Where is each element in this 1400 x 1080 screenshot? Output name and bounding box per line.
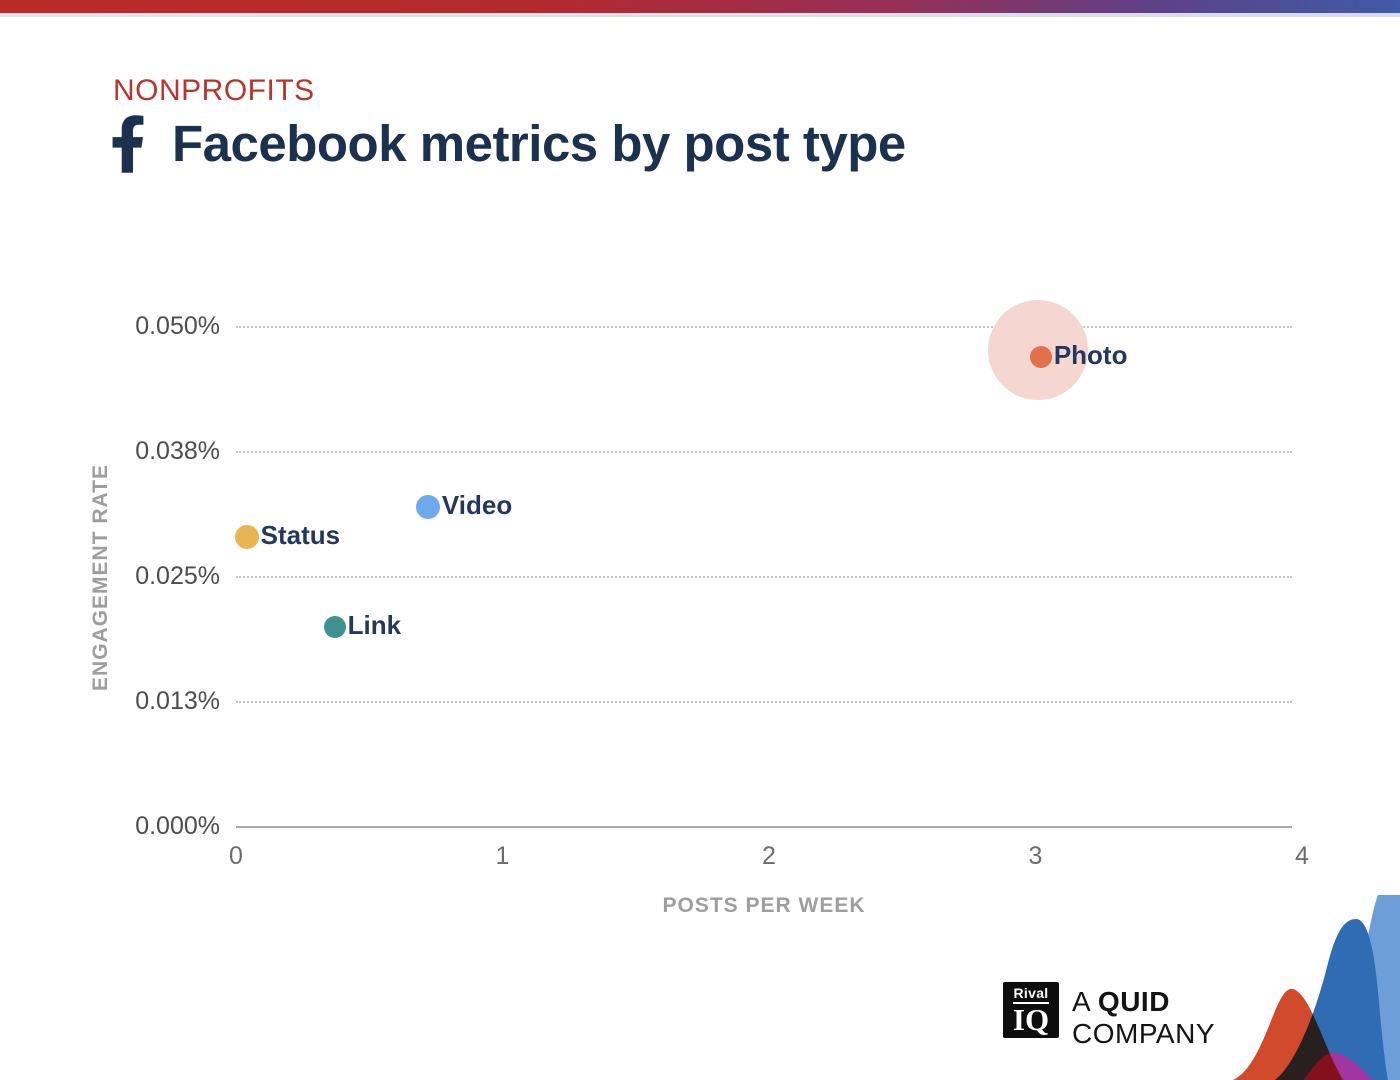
point-label-link: Link <box>347 610 402 640</box>
tagline-line2: COMPANY <box>1072 1018 1215 1049</box>
facebook-f-icon <box>112 114 144 173</box>
y-tick-label: 0.025% <box>135 562 220 590</box>
x-tick-label: 1 <box>495 842 510 870</box>
x-tick-label: 2 <box>762 842 776 870</box>
data-point-photo <box>1029 346 1052 368</box>
x-tick-label: 3 <box>1028 842 1043 870</box>
data-point-video <box>415 495 440 519</box>
point-label-video: Video <box>441 490 513 520</box>
wave-decoration <box>1233 895 1400 1080</box>
rivaliq-logo-rival-text: Rival <box>1012 985 1050 1004</box>
x-axis-line <box>236 826 1292 828</box>
quid-company-tagline: A QUID COMPANY <box>1072 986 1215 1050</box>
tagline-prefix: A <box>1072 986 1098 1017</box>
gridline <box>236 326 1292 328</box>
top-gradient-bar <box>0 0 1400 13</box>
tagline-emphasis: QUID <box>1097 986 1170 1017</box>
x-tick-label: 0 <box>229 842 243 870</box>
wave-red <box>1233 988 1343 1080</box>
gridline <box>236 576 1292 578</box>
point-label-status: Status <box>260 520 341 550</box>
rivaliq-logo: Rival IQ <box>1003 982 1059 1038</box>
y-tick-label: 0.050% <box>135 312 220 340</box>
x-tick-label: 4 <box>1295 842 1309 870</box>
data-point-status <box>234 525 259 549</box>
y-tick-label: 0.000% <box>135 812 220 840</box>
point-label-photo: Photo <box>1053 340 1128 370</box>
data-point-link <box>323 616 346 638</box>
y-tick-label: 0.038% <box>135 437 220 465</box>
x-axis-title: POSTS PER WEEK <box>662 894 866 917</box>
gridline <box>236 451 1292 453</box>
y-tick-label: 0.013% <box>135 687 220 715</box>
rivaliq-logo-iq-text: IQ <box>1012 1001 1050 1037</box>
page-title: Facebook metrics by post type <box>172 115 906 172</box>
category-label: NONPROFITS <box>113 74 315 107</box>
title-row: Facebook metrics by post type <box>110 114 906 173</box>
top-bar-underline <box>0 13 1400 17</box>
gridline <box>236 701 1292 703</box>
